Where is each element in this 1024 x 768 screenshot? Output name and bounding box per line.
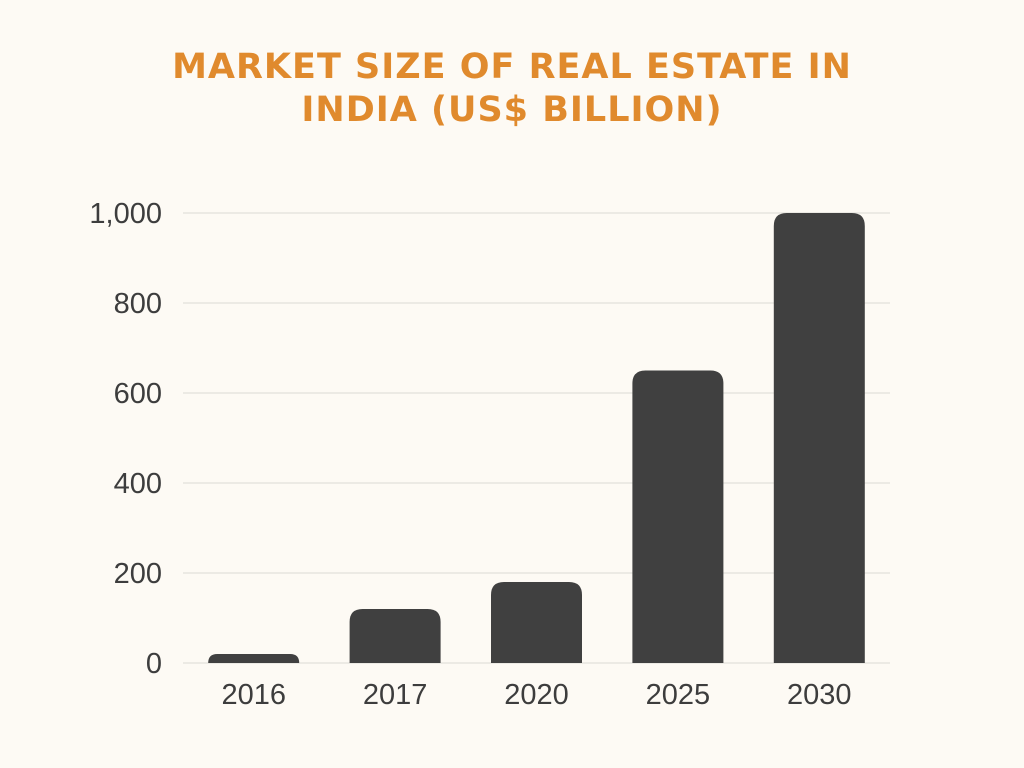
chart-title-line-1: MARKET SIZE OF REAL ESTATE IN <box>172 47 852 87</box>
y-tick-label: 0 <box>146 648 162 680</box>
bar-2017 <box>349 609 441 663</box>
x-tick-label: 2017 <box>363 679 428 711</box>
y-tick-label: 800 <box>114 288 162 320</box>
y-tick-label: 600 <box>114 378 162 410</box>
y-tick-label: 200 <box>114 558 162 590</box>
y-tick-label: 1,000 <box>89 198 162 230</box>
bar-2025 <box>632 370 724 663</box>
bar-2020 <box>491 582 582 663</box>
x-tick-label: 2016 <box>221 679 286 711</box>
x-tick-label: 2020 <box>504 679 569 711</box>
x-tick-label: 2030 <box>787 679 852 711</box>
bar-2016 <box>208 654 300 663</box>
bar-2030 <box>773 213 865 663</box>
chart-title: MARKET SIZE OF REAL ESTATE IN INDIA (US$… <box>0 46 1024 132</box>
chart-title-line-2: INDIA (US$ BILLION) <box>301 90 723 130</box>
x-tick-label: 2025 <box>646 679 711 711</box>
y-tick-label: 400 <box>114 468 162 500</box>
